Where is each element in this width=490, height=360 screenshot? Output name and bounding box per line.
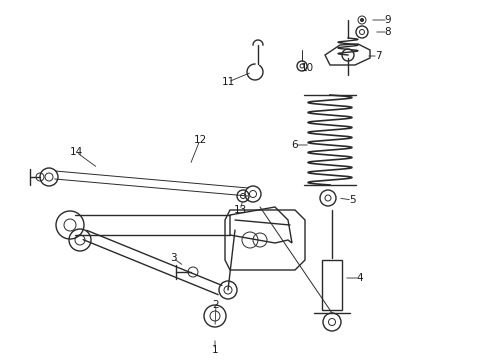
Text: 12: 12 xyxy=(194,135,207,145)
Bar xyxy=(322,260,342,310)
Text: 1: 1 xyxy=(212,345,219,355)
Text: 2: 2 xyxy=(213,300,220,310)
Circle shape xyxy=(361,18,364,22)
Text: 4: 4 xyxy=(357,273,363,283)
Text: 6: 6 xyxy=(292,140,298,150)
Text: 5: 5 xyxy=(349,195,355,205)
Text: 9: 9 xyxy=(385,15,392,25)
Text: 8: 8 xyxy=(385,27,392,37)
Text: 7: 7 xyxy=(375,51,381,61)
Text: 3: 3 xyxy=(170,253,176,263)
Text: 13: 13 xyxy=(233,205,246,215)
Text: 11: 11 xyxy=(221,77,235,87)
Text: 14: 14 xyxy=(70,147,83,157)
Text: 10: 10 xyxy=(300,63,314,73)
